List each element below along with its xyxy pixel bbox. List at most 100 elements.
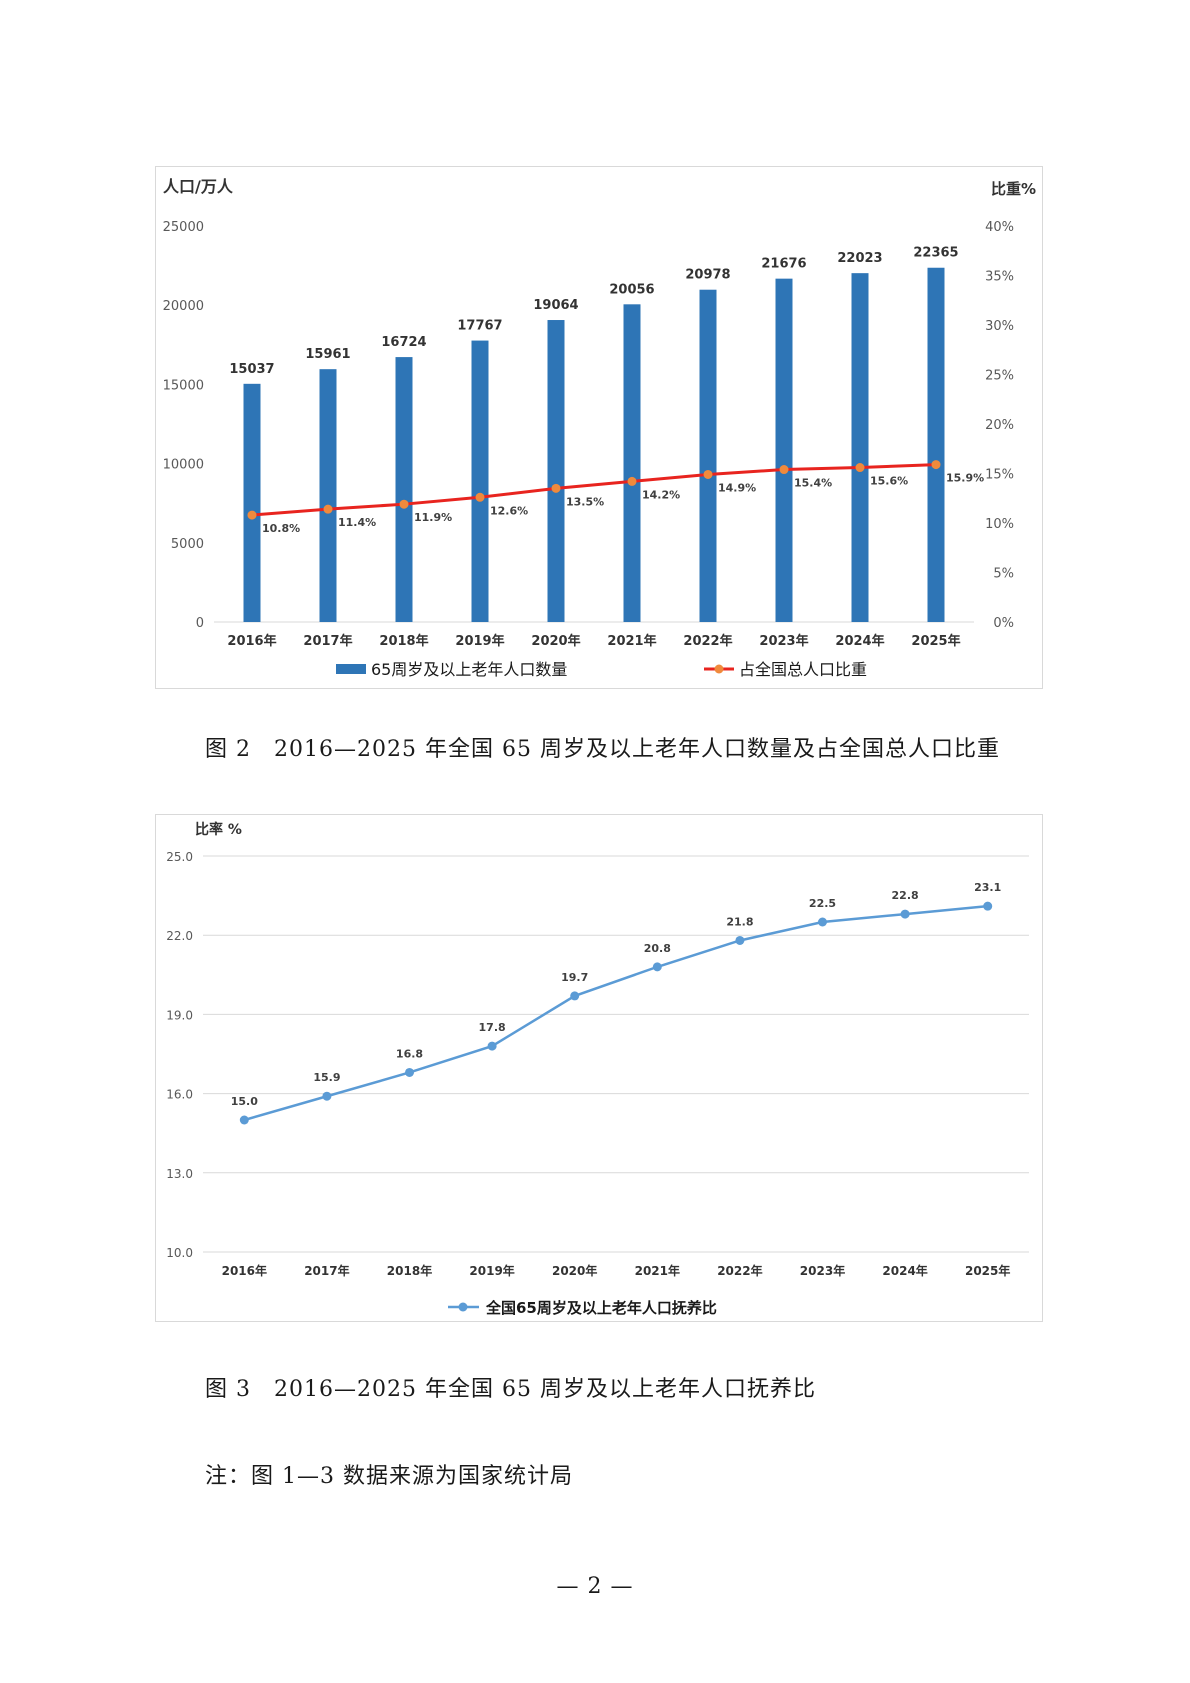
- ratio-point: [323, 504, 333, 514]
- x-tick-label: 2022年: [717, 1263, 762, 1278]
- bar: [395, 357, 413, 622]
- bar: [699, 289, 717, 622]
- bar-data-label: 17767: [457, 319, 502, 334]
- ratio-point: [247, 510, 257, 520]
- x-tick-label: 2020年: [552, 1263, 597, 1278]
- y-tick-label: 15000: [163, 378, 204, 393]
- ratio-data-label: 15.4%: [794, 477, 832, 490]
- y-tick-label: 0: [196, 616, 204, 631]
- x-tick-label: 2025年: [911, 633, 960, 649]
- ratio-data-label: 14.2%: [642, 488, 680, 501]
- y-tick-label: 5000: [171, 537, 204, 552]
- y-tick-label: 19.0: [166, 1008, 193, 1022]
- dependency-point: [900, 909, 910, 919]
- data-source-note: 注：图 1—3 数据来源为国家统计局: [205, 1464, 573, 1489]
- y2-tick-label: 30%: [985, 319, 1014, 334]
- x-tick-label: 2025年: [965, 1263, 1010, 1278]
- x-tick-label: 2024年: [835, 633, 884, 649]
- ratio-point: [855, 463, 865, 473]
- ratio-point: [779, 465, 789, 475]
- bar-data-label: 22023: [837, 251, 882, 266]
- y-tick-label: 22.0: [166, 929, 193, 943]
- page-number: — 2 —: [556, 1574, 634, 1599]
- y2-tick-label: 25%: [985, 369, 1014, 384]
- x-tick-label: 2024年: [882, 1263, 927, 1278]
- dependency-data-label: 21.8: [726, 915, 753, 928]
- x-tick-label: 2019年: [469, 1263, 514, 1278]
- dependency-point: [322, 1091, 332, 1101]
- bar-data-label: 19064: [533, 298, 578, 313]
- bar-data-label: 15961: [305, 347, 350, 362]
- ratio-data-label: 12.6%: [490, 504, 528, 517]
- legend-line-label: 占全国总人口比重: [739, 660, 867, 679]
- dependency-point: [487, 1041, 497, 1051]
- ratio-point: [931, 460, 941, 470]
- ratio-data-label: 15.9%: [946, 472, 984, 485]
- figure2-caption: 图 2 2016—2025 年全国 65 周岁及以上老年人口数量及占全国总人口比…: [205, 737, 1000, 762]
- y-tick-label: 10000: [163, 458, 204, 473]
- x-tick-label: 2023年: [800, 1263, 845, 1278]
- x-tick-label: 2018年: [379, 633, 428, 649]
- dependency-point: [735, 935, 745, 945]
- dependency-point: [570, 991, 580, 1001]
- bar: [623, 304, 641, 622]
- y-tick-label: 10.0: [166, 1246, 193, 1260]
- population-chart: 人口/万人 比重% 0 5000 10000 15000 20000 25000 0% 5% 10%…: [155, 166, 1043, 689]
- ratio-data-label: 11.9%: [414, 511, 452, 524]
- y2-tick-label: 0%: [993, 616, 1014, 631]
- y-axis-title: 比率 %: [195, 821, 242, 838]
- dependency-data-label: 22.8: [892, 889, 919, 902]
- y2-tick-label: 40%: [985, 220, 1014, 235]
- population-chart-svg: 人口/万人 比重% 0 5000 10000 15000 20000 25000 0% 5% 10%…: [163, 177, 1036, 679]
- dependency-data-label: 22.5: [809, 897, 836, 910]
- bar: [927, 267, 945, 622]
- ratio-data-label: 14.9%: [718, 481, 756, 494]
- dependency-ratio-chart: 比率 % 10.0 13.0 16.0 19.0 22.0 25.0 2016年 2017年 20…: [155, 814, 1043, 1322]
- dependency-data-label: 20.8: [644, 942, 671, 955]
- x-tick-label: 2022年: [683, 633, 732, 649]
- bar: [851, 273, 869, 622]
- x-tick-label: 2023年: [759, 633, 808, 649]
- ratio-point: [703, 469, 713, 479]
- bar-data-label: 21676: [761, 257, 806, 272]
- x-tick-label: 2016年: [222, 1263, 267, 1278]
- y2-tick-label: 20%: [985, 418, 1014, 433]
- x-tick-label: 2017年: [304, 1263, 349, 1278]
- x-tick-label: 2016年: [227, 633, 276, 649]
- dependency-ratio-chart-svg: 比率 % 10.0 13.0 16.0 19.0 22.0 25.0 2016年 2017年 20…: [166, 821, 1029, 1317]
- y-tick-label: 20000: [163, 299, 204, 314]
- bar: [547, 320, 565, 622]
- legend-line-marker: [458, 1302, 468, 1312]
- y2-tick-label: 15%: [985, 468, 1014, 483]
- legend-line-label: 全国65周岁及以上老年人口抚养比: [485, 1299, 717, 1317]
- bar: [471, 340, 489, 622]
- ratio-data-label: 11.4%: [338, 516, 376, 529]
- legend-bar-swatch: [336, 664, 366, 674]
- dependency-data-label: 17.8: [479, 1021, 506, 1034]
- dependency-data-label: 19.7: [561, 971, 588, 984]
- bar-data-label: 20978: [685, 268, 730, 283]
- ratio-data-label: 13.5%: [566, 495, 604, 508]
- x-tick-label: 2020年: [531, 633, 580, 649]
- y2-tick-label: 10%: [985, 517, 1014, 532]
- ratio-data-label: 10.8%: [262, 522, 300, 535]
- dependency-data-label: 16.8: [396, 1047, 423, 1060]
- y-tick-label: 25000: [163, 220, 204, 235]
- ratio-point: [551, 483, 561, 493]
- y2-tick-label: 35%: [985, 270, 1014, 285]
- legend-bar-label: 65周岁及以上老年人口数量: [371, 660, 567, 679]
- dependency-series-line: [243, 904, 988, 1122]
- dependency-data-label: 23.1: [974, 881, 1001, 894]
- bar-data-label: 16724: [381, 335, 426, 350]
- ratio-point: [475, 492, 485, 502]
- bar-data-label: 20056: [609, 282, 654, 297]
- y-tick-label: 25.0: [166, 850, 193, 864]
- x-tick-label: 2017年: [303, 633, 352, 649]
- dependency-point: [983, 901, 993, 911]
- dependency-point: [652, 962, 662, 972]
- dependency-point: [239, 1115, 249, 1125]
- bar: [319, 369, 337, 622]
- y2-axis-title: 比重%: [991, 180, 1036, 198]
- bar-data-label: 22365: [913, 246, 958, 261]
- y-axis-title: 人口/万人: [163, 177, 234, 196]
